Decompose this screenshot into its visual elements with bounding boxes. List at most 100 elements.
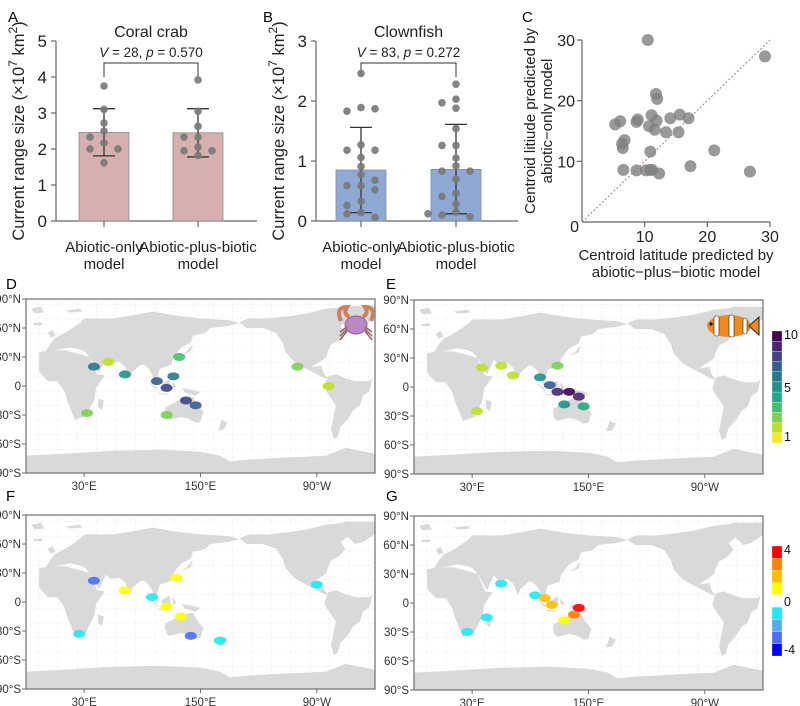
data-point xyxy=(343,210,351,218)
y-tick-label: 20 xyxy=(557,94,575,111)
y-axis-label: Current range size (×107 km2) xyxy=(266,21,288,240)
data-point xyxy=(452,154,460,162)
richness-cell xyxy=(189,401,202,410)
map-gridlines xyxy=(414,300,763,474)
data-point xyxy=(343,107,351,115)
x-tick-label: model xyxy=(178,256,219,273)
richness-cell xyxy=(160,411,173,419)
lat-tick-label: 90°S xyxy=(0,684,21,696)
x-tick-label: Abiotic-only xyxy=(322,239,400,256)
map-gridlines xyxy=(26,299,375,473)
panel-label-g: G xyxy=(386,488,398,505)
lat-tick-label: 30°N xyxy=(0,352,21,364)
x-tick-label: 30 xyxy=(761,229,779,246)
data-point xyxy=(452,124,460,133)
lon-tick-label: 150°E xyxy=(185,697,217,706)
lat-tick-label: 0 xyxy=(15,381,21,393)
difference-colorbar-swatch xyxy=(771,606,783,620)
difference-colorbar-swatch xyxy=(771,594,783,608)
richness-cell xyxy=(160,602,173,611)
data-point xyxy=(630,164,643,177)
richness-cell xyxy=(572,392,585,401)
data-point xyxy=(438,192,446,201)
data-point xyxy=(114,145,122,153)
data-point xyxy=(371,146,379,154)
data-point xyxy=(452,189,460,198)
y-axis-label: abiotic−only model xyxy=(539,59,556,184)
richness-cell xyxy=(102,357,115,366)
data-point xyxy=(684,160,697,173)
richness-cell xyxy=(175,612,188,621)
lat-tick-label: 30°N xyxy=(383,569,409,581)
x-axis-label: Centroid latitude predicted by xyxy=(578,247,774,264)
map-gridlines xyxy=(26,515,375,689)
difference-colorbar-swatch xyxy=(771,619,783,632)
richness-cell xyxy=(461,628,474,636)
richness-colorbar-swatch xyxy=(771,341,783,352)
lat-tick-label: 90°S xyxy=(384,469,409,481)
data-point xyxy=(708,144,721,157)
richness-cell xyxy=(81,409,94,418)
richness-cell xyxy=(73,629,86,638)
lon-tick-label: 90°W xyxy=(691,698,719,706)
richness-cell xyxy=(118,370,131,379)
data-point xyxy=(438,211,446,219)
data-point xyxy=(438,167,446,175)
difference-colorbar-swatch xyxy=(771,631,783,644)
richness-cell xyxy=(545,600,558,609)
richness-cell xyxy=(475,363,488,372)
richness-colorbar-tick-label: 5 xyxy=(784,381,791,395)
richness-cell xyxy=(567,610,580,619)
lat-tick-label: 30°S xyxy=(0,410,21,422)
data-point xyxy=(86,145,94,153)
clownfish-icon xyxy=(707,314,760,338)
lat-tick-label: 90°N xyxy=(0,510,21,522)
lat-tick-label: 60°N xyxy=(0,323,21,335)
data-point xyxy=(194,107,202,115)
richness-colorbar-swatch xyxy=(771,361,783,372)
data-point xyxy=(648,123,661,136)
data-point xyxy=(452,104,460,112)
richness-cell xyxy=(150,377,163,386)
lat-tick-label: 0 xyxy=(15,597,21,609)
data-point xyxy=(357,162,365,171)
panel-label-f: F xyxy=(6,488,15,505)
data-point xyxy=(100,105,108,114)
lat-tick-label: 30°S xyxy=(384,627,409,639)
lon-tick-label: 30°E xyxy=(72,481,97,493)
data-point xyxy=(357,69,365,78)
data-point xyxy=(452,95,460,103)
richness-cell xyxy=(322,382,335,390)
crab-body xyxy=(344,315,368,335)
richness-cell xyxy=(173,353,186,361)
richness-cell xyxy=(213,636,226,645)
difference-colorbar-swatch xyxy=(771,643,783,657)
data-point xyxy=(466,213,474,221)
data-point xyxy=(357,171,365,179)
map-coral-crab-difference: 90°N 60°N 30°N 0 30°S 60°S 90°S 30°E 150°E 90°W xyxy=(0,510,376,706)
map-coral-crab-richness: 90°N 60°N 30°N 0 30°S 60°S 90°S 30°E 150°E 90°W xyxy=(0,294,376,493)
data-point xyxy=(357,181,365,190)
richness-cell xyxy=(534,373,547,382)
data-point xyxy=(616,141,629,154)
data-point xyxy=(357,208,365,217)
x-tick-label: Abiotic-plus-biotic xyxy=(397,239,515,256)
richness-cell xyxy=(291,362,304,371)
data-point xyxy=(617,163,630,176)
richness-cell xyxy=(495,579,508,588)
richness-cell xyxy=(480,613,493,622)
significance-bracket xyxy=(103,62,199,77)
map-clownfish-richness: 90°N 60°N 30°N 0 30°S 60°S 90°S 30°E 150°E 90°W 10… xyxy=(383,295,798,494)
fish-stripe xyxy=(728,314,735,338)
y-tick-label: 10 xyxy=(557,154,575,171)
difference-colorbar-tick-label: -4 xyxy=(784,643,795,657)
data-point xyxy=(371,186,379,194)
richness-colorbar-swatch xyxy=(771,412,783,423)
lat-tick-label: 30°S xyxy=(384,411,409,423)
richness-cell xyxy=(118,586,131,595)
fish-eye xyxy=(709,322,713,326)
y-axis-label: Current range size (×107 km2) xyxy=(6,21,28,240)
panel-label-b: B xyxy=(263,9,273,26)
